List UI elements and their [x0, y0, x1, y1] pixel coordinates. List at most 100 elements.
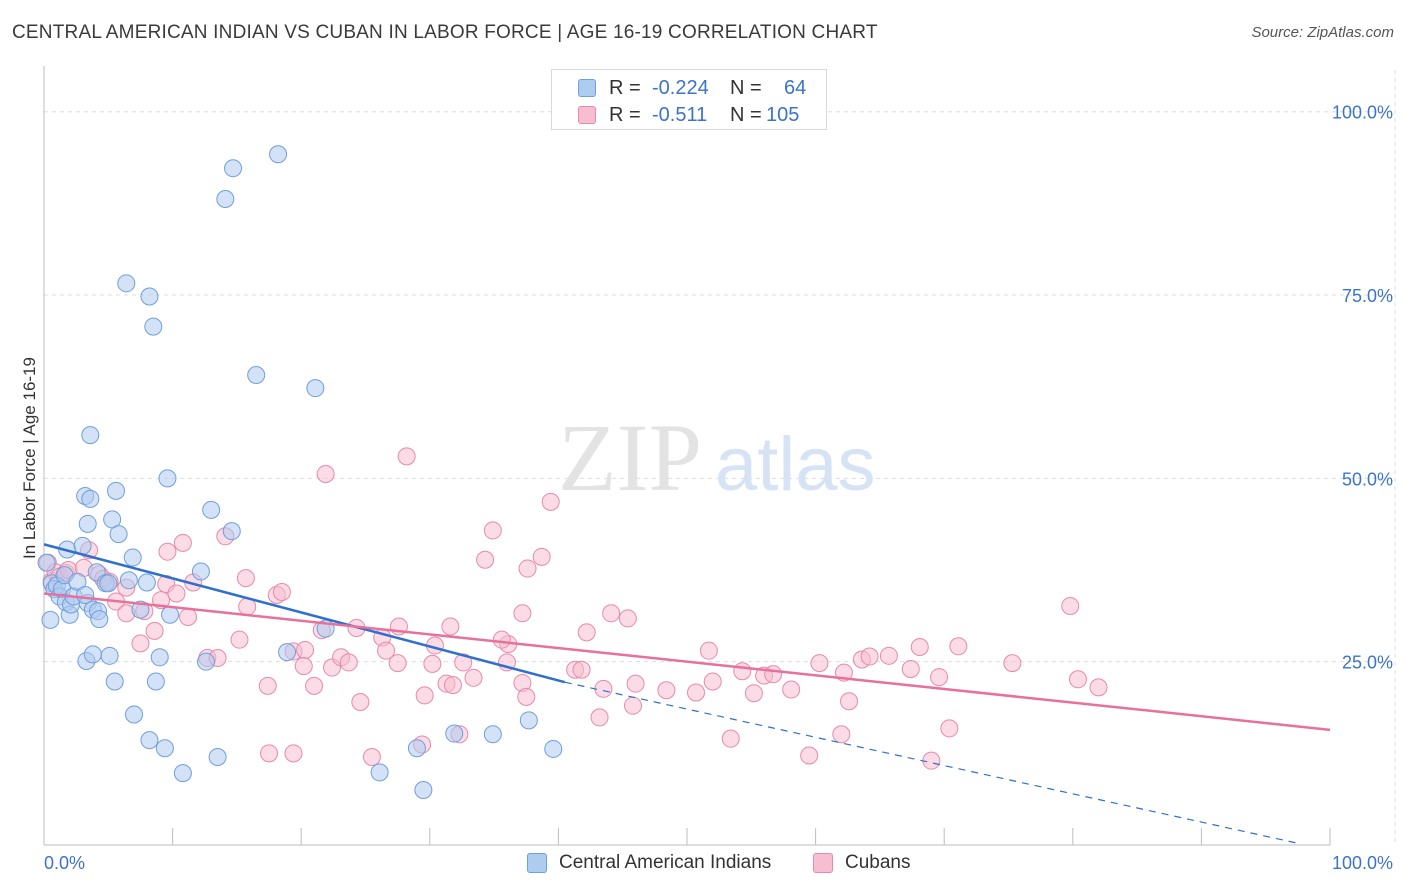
- cuban-point: [940, 719, 959, 738]
- cuban-point: [441, 617, 460, 636]
- legend-swatch-pink: [813, 853, 833, 873]
- central-american-indian-point: [407, 739, 426, 758]
- central-american-indian-point: [306, 379, 325, 398]
- central-american-indian-point: [414, 781, 433, 800]
- cuban-point: [167, 584, 186, 603]
- cuban-point: [518, 559, 537, 578]
- chart-source: Source: ZipAtlas.com: [1251, 24, 1394, 41]
- central-american-indians-points: [37, 145, 563, 800]
- cuban-point: [910, 638, 929, 657]
- legend-label: Cubans: [845, 852, 911, 873]
- central-american-indian-point: [140, 731, 159, 750]
- cuban-point: [699, 641, 718, 660]
- cuban-point: [179, 607, 198, 626]
- cuban-point: [721, 729, 740, 748]
- central-american-indian-point: [81, 489, 100, 508]
- central-american-indian-point: [483, 725, 502, 744]
- cuban-point: [626, 674, 645, 693]
- cuban-point: [949, 637, 968, 656]
- cuban-point: [513, 604, 532, 623]
- cuban-point: [602, 604, 621, 623]
- cuban-point: [879, 646, 898, 665]
- cuban-point: [272, 583, 291, 602]
- trend-lines: [43, 543, 1331, 844]
- axes-layer: [43, 66, 1331, 846]
- cuban-point: [294, 657, 313, 676]
- cuban-point: [1003, 654, 1022, 673]
- cuban-point: [657, 681, 676, 700]
- cuban-point: [454, 653, 473, 672]
- cuban-point: [623, 696, 642, 715]
- cuban-point: [415, 686, 434, 705]
- cuban-point: [158, 542, 177, 561]
- cuban-point: [541, 492, 560, 511]
- cuban-point: [464, 668, 483, 687]
- legend-n-label: N =: [730, 77, 762, 99]
- y-tick-label: 25.0%: [1342, 653, 1393, 673]
- cuban-point: [260, 744, 279, 763]
- cuban-point: [800, 746, 819, 765]
- legend-r-value: -0.224: [652, 77, 709, 99]
- legend-swatch-blue: [527, 853, 547, 873]
- cuban-point: [362, 748, 381, 767]
- cuban-point: [860, 647, 879, 666]
- y-tick-label: 100.0%: [1332, 103, 1393, 123]
- y-tick-label: 75.0%: [1342, 286, 1393, 306]
- cuban-point: [296, 640, 315, 659]
- central-american-indian-point: [117, 274, 136, 293]
- legend-n-value: 105: [766, 104, 800, 126]
- central-american-indian-point: [544, 739, 563, 758]
- central-american-indian-point: [191, 562, 210, 581]
- axis-labels: 100.0% 75.0% 50.0% 25.0% 0.0% 100.0% In Labor …: [20, 103, 1393, 873]
- cuban-point: [476, 550, 495, 569]
- central-american-indian-point: [197, 652, 216, 671]
- cuban-point: [744, 684, 763, 703]
- x-tick-label: 100.0%: [1332, 853, 1393, 873]
- central-american-indian-point: [519, 711, 538, 730]
- central-american-indian-point: [370, 763, 389, 782]
- central-american-indian-point: [202, 500, 221, 519]
- cuban-point: [1068, 670, 1087, 689]
- legend-swatch-blue: [578, 79, 596, 97]
- cuban-point: [423, 654, 442, 673]
- central-american-indian-point: [216, 189, 235, 208]
- central-american-indian-point: [83, 645, 102, 664]
- cuban-point: [339, 653, 358, 672]
- cuban-point: [230, 630, 249, 649]
- chart-title: CENTRAL AMERICAN INDIAN VS CUBAN IN LABO…: [12, 22, 878, 43]
- central-american-indian-point: [278, 643, 297, 662]
- central-american-indian-point: [125, 705, 144, 724]
- cuban-point: [901, 660, 920, 679]
- cuban-point: [305, 676, 324, 695]
- cubans-trend-line: [43, 592, 1331, 732]
- central-american-indian-point: [155, 739, 174, 758]
- legend-swatch-pink: [578, 106, 596, 124]
- x-tick-label: 0.0%: [44, 853, 85, 873]
- watermark-zip: ZIP: [558, 404, 702, 511]
- legend-row-central-american-indians: R = -0.224 N = 64: [552, 75, 826, 101]
- central-american-indian-point: [41, 610, 60, 629]
- central-american-indian-point: [105, 672, 124, 691]
- cuban-point: [687, 683, 706, 702]
- cuban-point: [388, 654, 407, 673]
- central-american-indians-trend-line: [43, 543, 566, 684]
- cuban-point: [517, 687, 536, 706]
- watermark-atlas: atlas: [715, 422, 876, 507]
- central-american-indian-point: [158, 469, 177, 488]
- cuban-point: [443, 676, 462, 695]
- central-american-indian-point: [37, 553, 56, 572]
- central-american-indian-point: [137, 573, 156, 592]
- central-american-indian-point: [90, 610, 109, 629]
- central-american-indian-point: [100, 646, 119, 665]
- cuban-point: [532, 547, 551, 566]
- cuban-point: [1089, 678, 1108, 697]
- cuban-point: [577, 623, 596, 642]
- legend-r-label: R =: [609, 77, 641, 99]
- central-american-indian-point: [68, 572, 87, 591]
- cuban-point: [351, 693, 370, 712]
- cuban-point: [173, 533, 192, 552]
- central-american-indian-point: [445, 724, 464, 743]
- cuban-point: [922, 751, 941, 770]
- cuban-point: [377, 641, 396, 660]
